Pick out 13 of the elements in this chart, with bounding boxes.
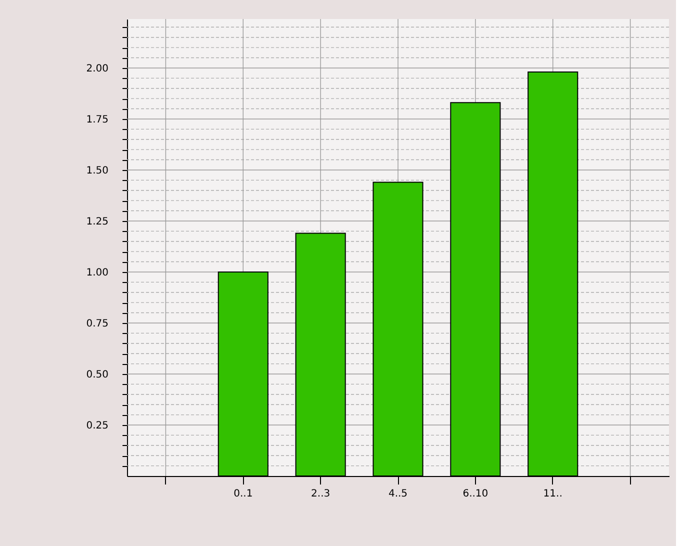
y-tick-label: 0.75 xyxy=(86,318,108,330)
y-tick-label: 1.75 xyxy=(86,114,108,126)
y-tick-label: 1.25 xyxy=(86,216,108,228)
y-tick-label: 0.25 xyxy=(86,420,108,432)
y-tick-label: 1.00 xyxy=(86,267,108,278)
y-tick-label: 0.50 xyxy=(86,369,108,380)
y-tick-label: 1.50 xyxy=(86,165,108,176)
x-tick-label: 4..5 xyxy=(388,488,408,500)
x-tick-label: 0..1 xyxy=(234,488,253,500)
x-tick-label: 2..3 xyxy=(311,488,330,500)
y-tick-label: 2.00 xyxy=(86,63,108,74)
x-tick-label: 11.. xyxy=(543,488,562,500)
x-tick-label: 6..10 xyxy=(462,488,488,500)
